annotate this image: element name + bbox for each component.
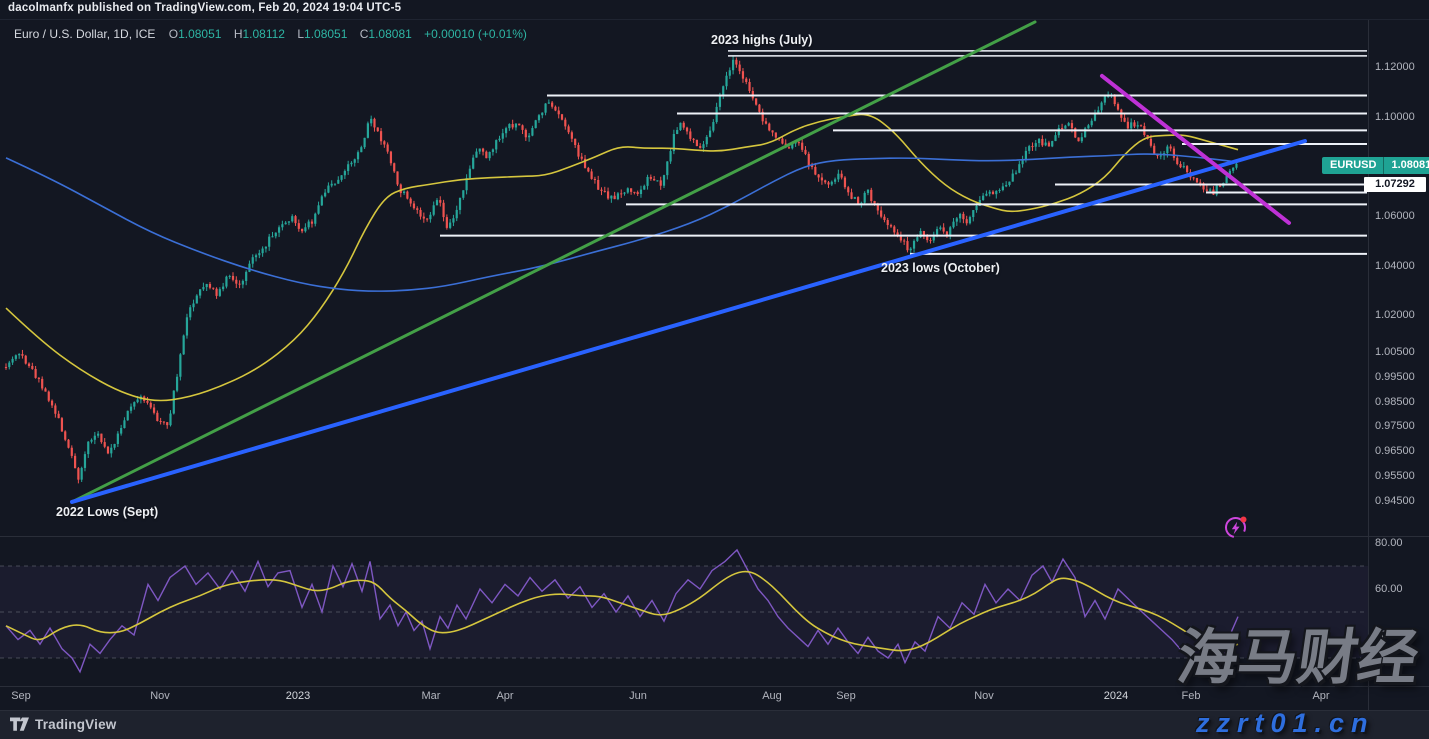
open-value: 1.08051 [178,27,222,41]
price-axis-label: 1.10000 [1375,111,1415,123]
rsi-axis-label: 60.00 [1375,582,1403,595]
price-axis-label: 0.96500 [1375,445,1415,458]
rsi-axis-label: 20.00 [1375,674,1403,687]
price-axis-label: 0.98500 [1375,395,1415,408]
time-axis-label: Aug [762,690,782,702]
price-axis[interactable]: 1.12000 1.10000 1.06000 1.04000 1.02000 1.005… [1368,20,1429,710]
annotation-2: 2022 Lows (Sept) [56,505,159,519]
high-value: 1.08112 [242,27,285,41]
lightning-circle-icon [1225,516,1247,538]
time-axis-label: Mar [421,690,441,702]
candles-layer [4,55,1238,484]
time-axis-label: Nov [150,690,170,702]
high-label: H [233,27,243,41]
ma-slow-blue [5,153,1239,292]
last-price-badge: EURUSD 1.08081 [1322,157,1429,174]
price-axis-label: 1.12000 [1375,61,1415,74]
price-axis-label: 1.02000 [1375,309,1415,322]
open-label: O [168,27,179,41]
time-axis-label: Apr [1312,690,1330,702]
price-axis-label: 1.04000 [1375,259,1415,272]
time-axis-label: Nov [974,690,994,702]
blue-uptrend-from-2022-lows [70,139,1307,504]
annotation-1: 2023 lows (October) [881,261,1000,275]
price-axis-label: 1.06000 [1375,210,1415,222]
price-axis-label: 0.95500 [1375,469,1415,482]
price-axis-label: 0.94500 [1375,494,1415,507]
change-value: +0.00010 (+0.01%) [424,27,527,41]
boost-button[interactable] [1222,513,1250,541]
rsi-axis-label: 80.00 [1375,536,1403,549]
green-uptrend-from-2022-lows [70,20,1037,504]
time-axis-label: 2023 [285,690,311,702]
price-axis-label: 0.99500 [1375,370,1415,383]
time-axis-label: Apr [496,690,514,702]
time-axis-label: 2024 [1103,690,1129,702]
symbol-legend[interactable]: Euro / U.S. Dollar, 1D, ICE O1.08051 H1.… [14,27,527,41]
low-label: L [297,27,305,41]
close-label: C [359,27,369,41]
tradingview-logo-text: TradingView [35,717,117,732]
ma-fast-yellow [5,113,1239,402]
rsi-axis-label: 40.00 [1375,628,1403,641]
low-value: 1.08051 [304,27,348,41]
watermark-cjk: 海马财经 [1173,624,1423,691]
tradingview-logo[interactable]: TradingView [10,717,116,732]
purple-downtrend-from-dec-high [1100,73,1291,225]
time-axis-label: Feb [1181,690,1201,702]
watermark-url: zzrt01.cn [1196,708,1375,738]
badge-symbol: EURUSD [1330,159,1377,171]
price-axis-label: 1.00500 [1375,346,1415,359]
tradingview-logo-icon [10,717,29,731]
header-separator [0,19,1429,20]
publish-attribution: dacolmanfx published on TradingView.com,… [8,2,402,14]
price-axis-label: 0.97500 [1375,420,1415,433]
rsi-ma-line [5,570,1239,652]
bottom-toolbar: TradingView [0,710,1429,739]
annotation-0: 2023 highs (July) [711,33,813,47]
time-axis-label: Sep [11,690,31,702]
symbol-title: Euro / U.S. Dollar, 1D, ICE [14,27,156,41]
close-value: 1.08081 [368,27,412,41]
time-axis-label: Jun [629,690,647,702]
level-price-badge: 1.07292 [1364,177,1426,192]
badge-price-value: 1.08081 [1383,157,1429,174]
time-axis[interactable]: Sep Nov 2023 Mar Apr Jun Aug Sep Nov 2024 Feb Apr [0,687,1368,710]
time-axis-label: Sep [836,690,856,702]
